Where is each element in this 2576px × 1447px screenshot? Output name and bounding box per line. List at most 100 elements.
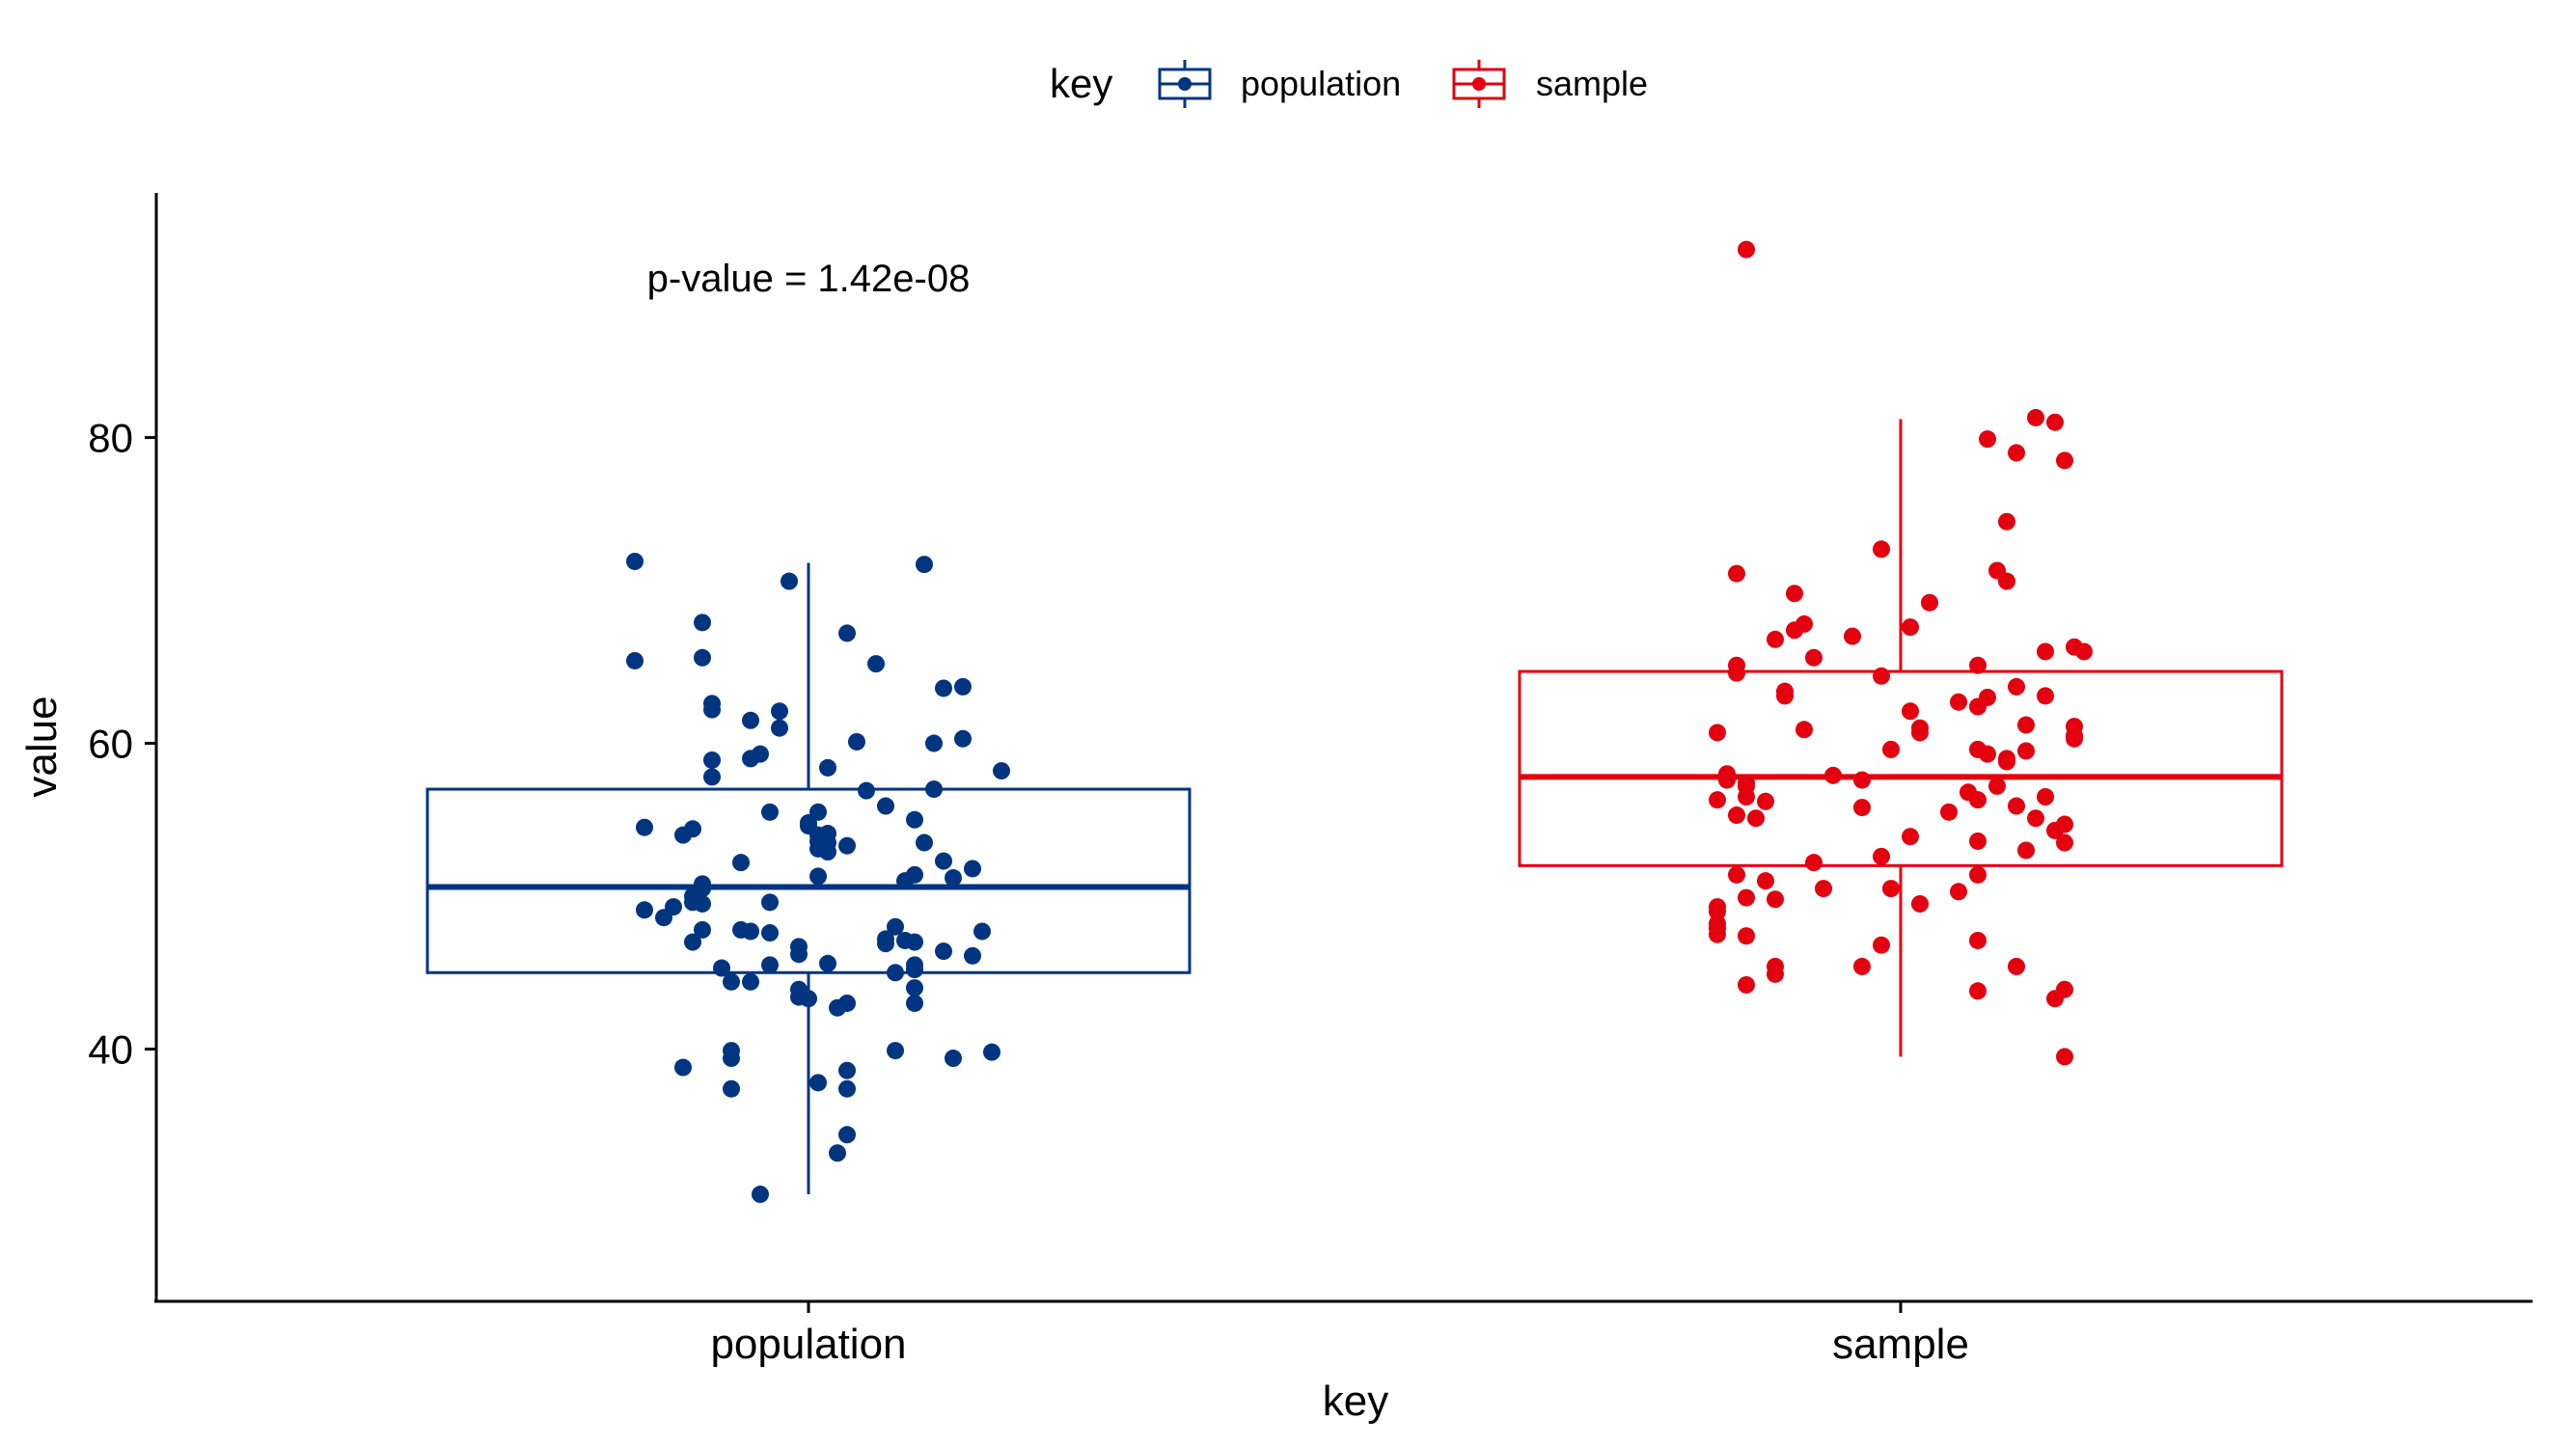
legend-key-sample-dot [1472,77,1486,91]
data-point-sample [2066,718,2083,736]
data-point-population [781,572,798,590]
data-point-population [694,648,711,667]
data-point-sample [1882,880,1900,898]
data-point-sample [2008,797,2025,815]
data-point-population [752,745,769,763]
data-point-population [935,942,952,961]
data-point-sample [1873,936,1890,954]
data-point-sample [1979,688,1996,706]
data-point-population [925,780,943,799]
y-axis-title: value [18,696,66,797]
data-point-sample [2017,716,2035,734]
data-point-population [954,677,972,696]
legend-label-sample: sample [1536,64,1648,103]
data-point-population [887,964,904,982]
data-point-population [906,810,923,829]
data-point-sample [1728,865,1745,884]
data-point-population [771,702,788,721]
data-point-sample [1940,803,1958,821]
data-point-population [703,768,721,786]
data-point-sample [2027,809,2044,828]
x-tick-label-sample: sample [1832,1321,1969,1368]
data-point-population [684,820,701,838]
data-point-sample [1911,724,1929,742]
data-point-population [800,990,817,1008]
data-point-population [838,624,856,642]
data-point-sample [1728,806,1745,825]
data-point-sample [1950,883,1967,901]
data-point-sample [1738,975,1755,994]
data-point-sample [2056,1048,2073,1066]
data-point-sample [1998,572,2015,590]
data-point-sample [1979,430,1996,449]
box-sample [1518,669,2284,867]
data-point-sample [1767,630,1784,648]
data-point-sample [1969,832,1987,850]
data-point-sample [1969,791,1987,809]
data-point-sample [1709,724,1726,742]
y-ticks: 40 60 80 [88,416,156,1073]
data-point-population [838,836,856,855]
data-point-sample [1969,656,1987,674]
data-point-sample [1795,721,1813,739]
data-point-sample [1824,766,1842,784]
data-point-sample [1998,750,2015,768]
x-tick-label-population: population [710,1321,906,1368]
data-point-population [694,880,711,898]
data-point-population [742,711,759,729]
data-point-population [655,909,672,927]
data-point-population [945,1050,962,1068]
data-point-sample [1767,965,1784,983]
data-point-population [626,651,644,669]
data-point-sample [1747,809,1765,828]
data-point-sample [1998,512,2015,531]
data-point-sample [1718,765,1736,783]
data-point-sample [2056,815,2073,833]
data-point-sample [1844,627,1861,645]
legend-key-sample [1452,60,1506,108]
data-point-population [752,1186,769,1204]
legend-key-population [1158,60,1212,108]
data-point-sample [1853,771,1871,789]
data-point-population [848,732,865,751]
data-point-sample [2027,408,2044,426]
data-point-sample [2037,788,2054,806]
x-ticks: population sample [710,1301,1969,1368]
data-point-sample [2056,980,2073,998]
data-point-sample [2037,642,2054,661]
data-point-sample [1767,890,1784,909]
data-point-sample [1873,667,1890,685]
data-point-population [877,935,894,953]
x-axis-title: key [1323,1378,1388,1425]
data-point-population [916,833,933,852]
data-point-sample [1815,880,1832,898]
data-point-sample [2008,677,2025,696]
data-point-population [819,843,836,861]
data-point-sample [1757,872,1774,890]
data-point-sample [1988,777,2006,795]
data-point-population [935,679,952,697]
data-point-population [906,933,923,951]
legend-label-population: population [1241,64,1401,103]
data-point-sample [2056,833,2073,852]
data-point-population [684,933,701,951]
data-point-sample [2075,642,2093,661]
data-point-sample [1921,593,1938,612]
data-point-population [858,781,875,800]
data-point-sample [1873,847,1890,865]
data-point-population [771,719,788,737]
data-point-population [761,956,779,974]
data-point-population [916,556,933,574]
data-point-population [906,979,923,997]
data-point-sample [1969,931,1987,949]
data-point-population [973,922,991,941]
data-point-sample [1738,927,1755,945]
data-point-sample [1728,564,1745,583]
data-point-population [906,961,923,979]
data-point-sample [1709,791,1726,809]
data-point-population [809,803,827,821]
data-point-sample [1902,618,1919,637]
data-point-sample [1776,682,1794,700]
data-point-population [983,1043,1000,1061]
data-point-sample [2017,841,2035,860]
